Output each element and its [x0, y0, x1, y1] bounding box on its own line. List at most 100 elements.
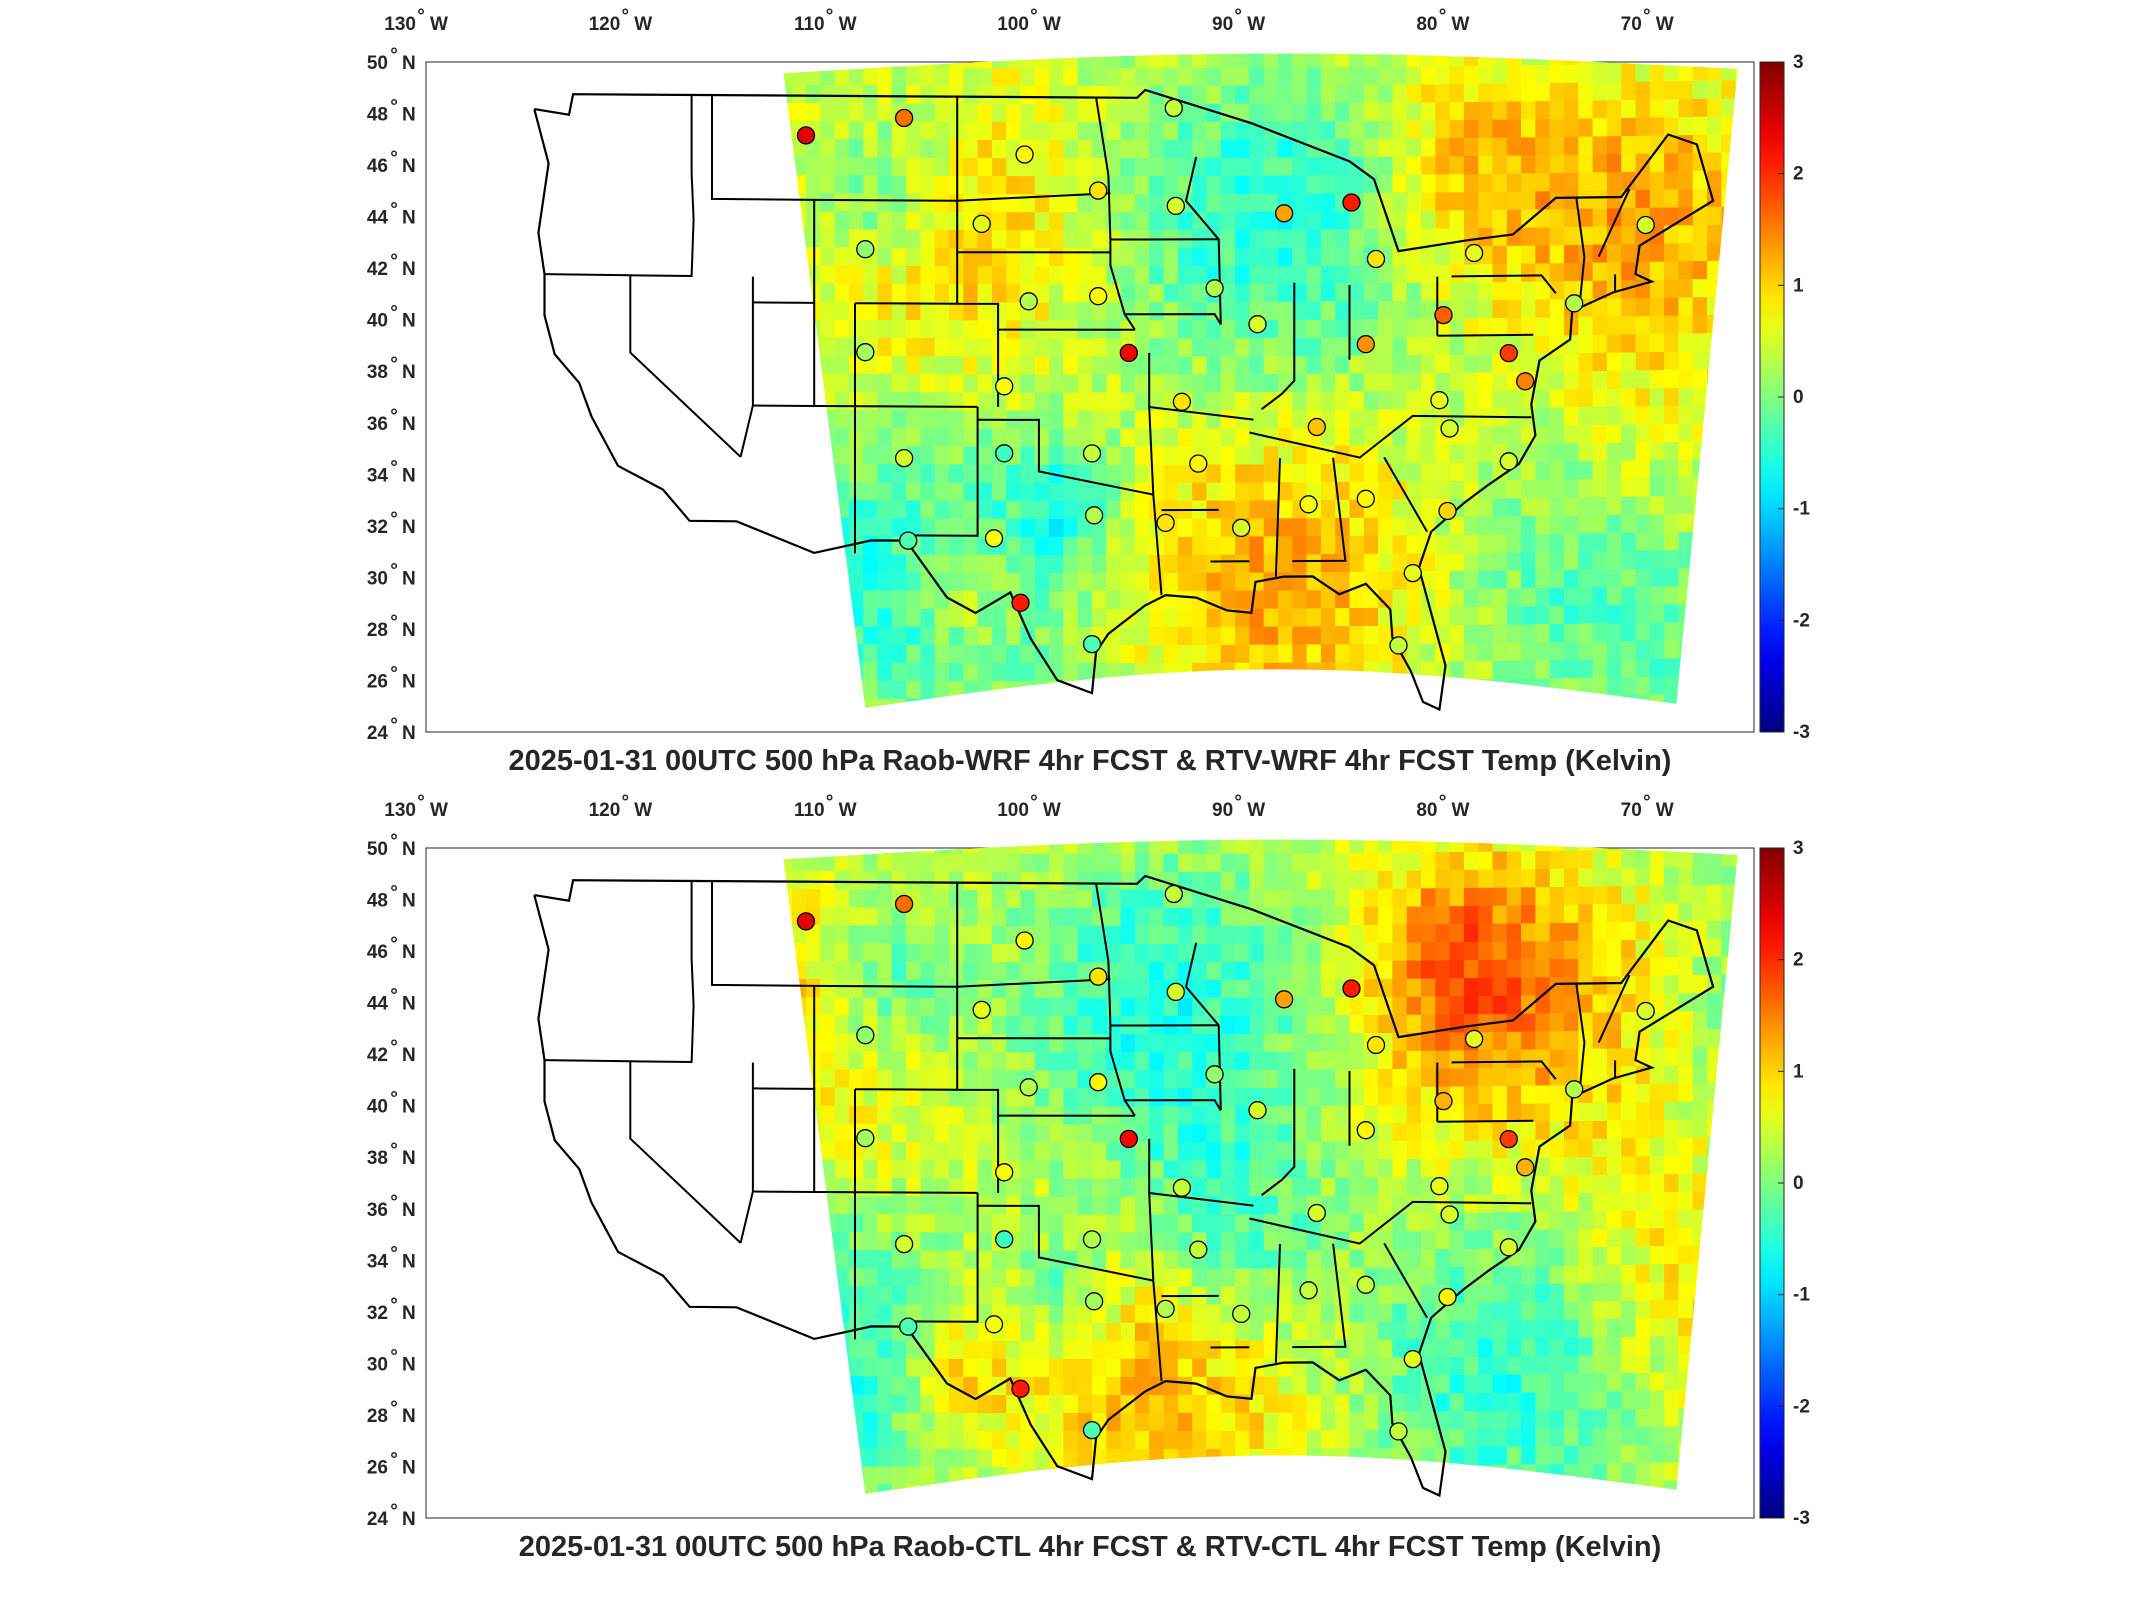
state-boundary — [1274, 1244, 1281, 1363]
raob-point — [856, 240, 875, 259]
state-boundary — [854, 1088, 958, 1091]
colorbar-tick-label: 3 — [1793, 838, 1804, 859]
lat-tick-label: 30 ° N — [367, 1346, 416, 1375]
state-boundary — [1437, 333, 1534, 337]
raob-point — [899, 531, 918, 550]
raob-stations — [796, 884, 1655, 1441]
raob-point — [995, 1230, 1014, 1249]
raob-point — [1499, 452, 1518, 471]
lon-tick-label: 80 ° W — [1416, 792, 1469, 821]
state-boundary — [711, 95, 1111, 202]
lat-value: 40 — [367, 1097, 388, 1118]
raob-point — [1172, 392, 1192, 411]
raob-point — [1403, 1349, 1422, 1369]
lon-tick-label: 110 ° W — [794, 792, 857, 821]
state-boundary — [854, 302, 958, 305]
raob-point — [1248, 315, 1267, 334]
lon-hemisphere: W — [430, 14, 448, 35]
colorbar: 3 2 1 0 -1 -2 -3 — [1759, 838, 1810, 1529]
degree-symbol: ° — [390, 1192, 398, 1213]
degree-symbol: ° — [390, 883, 398, 904]
state-boundary — [904, 406, 979, 537]
lat-tick-label: 48 ° N — [367, 883, 416, 912]
degree-symbol: ° — [390, 457, 398, 478]
raob-point — [1464, 1029, 1484, 1049]
raob-point — [1440, 419, 1459, 438]
lat-hemisphere: N — [402, 1045, 416, 1066]
lat-value: 50 — [367, 839, 388, 860]
lon-value: 100 — [997, 800, 1029, 821]
lat-tick-label: 36 ° N — [367, 406, 416, 435]
lon-hemisphere: W — [430, 800, 448, 821]
lat-tick-label: 48 ° N — [367, 97, 416, 126]
lon-tick-label: 130 ° W — [384, 6, 448, 35]
lat-tick-label: 26 ° N — [367, 1450, 416, 1479]
raob-point — [1565, 294, 1584, 313]
degree-symbol: ° — [390, 934, 398, 955]
raob-point — [1084, 1292, 1104, 1311]
state-boundary — [1597, 188, 1631, 258]
coastline — [533, 88, 1715, 712]
map-boundaries — [533, 874, 1715, 1498]
colorbar-tick-label: 2 — [1793, 950, 1804, 971]
lat-hemisphere: N — [402, 259, 416, 280]
lat-hemisphere: N — [402, 414, 416, 435]
state-boundary — [1148, 352, 1254, 421]
lon-value: 130 — [384, 14, 416, 35]
state-boundary — [1095, 883, 1136, 1117]
raob-point — [1516, 1158, 1535, 1177]
raob-point — [894, 108, 914, 128]
map-boundaries — [533, 88, 1715, 712]
raob-point — [1189, 454, 1208, 473]
degree-symbol: ° — [390, 664, 398, 685]
degree-symbol: ° — [390, 1295, 398, 1316]
degree-symbol: ° — [1234, 6, 1242, 27]
lat-hemisphere: N — [402, 1097, 416, 1118]
state-boundary — [1249, 1200, 1532, 1245]
state-boundary — [814, 1191, 978, 1194]
lat-hemisphere: N — [402, 1458, 416, 1479]
raob-point — [1434, 305, 1453, 325]
lon-tick-label: 130 ° W — [384, 792, 448, 821]
lat-tick-label: 34 ° N — [367, 457, 416, 486]
raob-point — [1019, 292, 1038, 311]
state-boundary — [1260, 282, 1296, 410]
lat-hemisphere: N — [402, 1251, 416, 1272]
degree-symbol: ° — [1030, 792, 1038, 813]
state-boundary — [1124, 1099, 1222, 1111]
state-boundary — [1383, 1242, 1428, 1319]
panel-top: 130 ° W 120 ° W 110 ° W 100 ° W 90 ° W 80 ° W 70 ° W50 ° N48 ° N… — [367, 6, 1810, 777]
colorbar-tick-label: 1 — [1793, 275, 1804, 296]
raob-point — [1299, 495, 1318, 514]
lat-hemisphere: N — [402, 1354, 416, 1375]
degree-symbol: ° — [390, 1346, 398, 1367]
lat-tick-label: 38 ° N — [367, 1140, 416, 1169]
lon-value: 80 — [1416, 800, 1437, 821]
lat-tick-label: 44 ° N — [367, 986, 416, 1015]
degree-symbol: ° — [390, 612, 398, 633]
lon-tick-label: 120 ° W — [589, 792, 653, 821]
lon-tick-label: 70 ° W — [1621, 792, 1674, 821]
raob-point — [1015, 145, 1034, 164]
raob-point — [1232, 518, 1251, 538]
lon-hemisphere: W — [634, 800, 652, 821]
degree-symbol: ° — [417, 792, 425, 813]
lon-tick-label: 70 ° W — [1621, 6, 1674, 35]
lat-tick-label: 44 ° N — [367, 200, 416, 229]
degree-symbol: ° — [417, 6, 425, 27]
lat-value: 36 — [367, 414, 388, 435]
state-boundary — [1292, 457, 1347, 563]
raob-point — [1089, 1073, 1108, 1092]
raob-point — [1366, 1035, 1386, 1055]
raob-point — [1307, 1203, 1326, 1223]
lon-tick-label: 90 ° W — [1212, 6, 1265, 35]
degree-symbol: ° — [390, 1398, 398, 1419]
raob-point — [796, 912, 816, 931]
lon-tick-label: 100 ° W — [997, 792, 1061, 821]
colorbar: 3 2 1 0 -1 -2 -3 — [1759, 52, 1810, 743]
raob-point — [1011, 593, 1030, 612]
raob-point — [1434, 1091, 1453, 1111]
degree-symbol: ° — [621, 792, 629, 813]
panel-title: 2025-01-31 00UTC 500 hPa Raob-WRF 4hr FC… — [509, 745, 1672, 777]
